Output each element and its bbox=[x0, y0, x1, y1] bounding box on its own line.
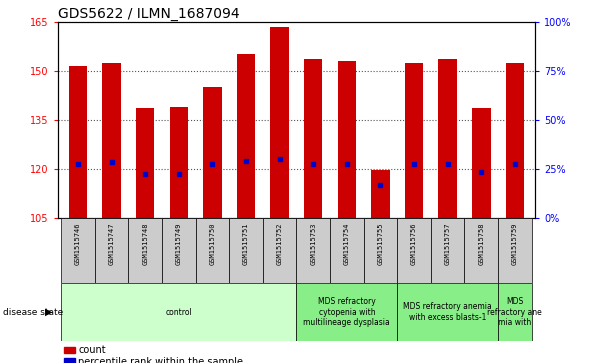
Bar bbox=[69, 66, 87, 218]
Bar bbox=[465, 218, 498, 283]
Bar bbox=[296, 283, 397, 341]
Bar bbox=[170, 107, 188, 218]
Bar bbox=[237, 54, 255, 218]
Bar bbox=[438, 59, 457, 218]
Text: control: control bbox=[165, 308, 192, 317]
Text: GSM1515746: GSM1515746 bbox=[75, 223, 81, 265]
Text: MDS
refractory ane
mia with: MDS refractory ane mia with bbox=[488, 297, 542, 327]
Bar bbox=[271, 27, 289, 218]
Text: GSM1515756: GSM1515756 bbox=[411, 223, 417, 265]
Text: percentile rank within the sample: percentile rank within the sample bbox=[78, 356, 243, 363]
Bar bbox=[364, 218, 397, 283]
Text: GSM1515759: GSM1515759 bbox=[512, 223, 518, 265]
Bar bbox=[397, 283, 498, 341]
Text: GSM1515757: GSM1515757 bbox=[444, 223, 451, 265]
Bar bbox=[229, 218, 263, 283]
Text: GSM1515749: GSM1515749 bbox=[176, 223, 182, 265]
Text: GSM1515753: GSM1515753 bbox=[310, 223, 316, 265]
Bar bbox=[61, 218, 95, 283]
Bar bbox=[136, 108, 154, 218]
Text: GSM1515758: GSM1515758 bbox=[478, 223, 484, 265]
Text: GSM1515754: GSM1515754 bbox=[344, 223, 350, 265]
Bar bbox=[304, 59, 322, 218]
Text: ▶: ▶ bbox=[45, 307, 52, 317]
Bar bbox=[371, 170, 390, 218]
Text: GSM1515750: GSM1515750 bbox=[209, 223, 215, 265]
Bar bbox=[162, 218, 196, 283]
Bar bbox=[405, 63, 423, 218]
Text: GSM1515752: GSM1515752 bbox=[277, 223, 283, 265]
Text: MDS refractory anemia
with excess blasts-1: MDS refractory anemia with excess blasts… bbox=[403, 302, 492, 322]
Bar bbox=[95, 218, 128, 283]
Bar bbox=[330, 218, 364, 283]
Text: count: count bbox=[78, 345, 106, 355]
Text: GDS5622 / ILMN_1687094: GDS5622 / ILMN_1687094 bbox=[58, 7, 240, 21]
Bar bbox=[196, 218, 229, 283]
Text: GSM1515751: GSM1515751 bbox=[243, 223, 249, 265]
Bar bbox=[203, 87, 221, 218]
Text: GSM1515748: GSM1515748 bbox=[142, 223, 148, 265]
Bar bbox=[498, 218, 531, 283]
Bar bbox=[397, 218, 431, 283]
Text: GSM1515755: GSM1515755 bbox=[378, 223, 384, 265]
Bar bbox=[337, 61, 356, 218]
Text: disease state: disease state bbox=[3, 308, 63, 317]
Bar bbox=[431, 218, 465, 283]
Bar bbox=[128, 218, 162, 283]
Bar bbox=[296, 218, 330, 283]
Bar bbox=[472, 108, 491, 218]
Bar bbox=[506, 63, 524, 218]
Bar bbox=[61, 283, 297, 341]
Bar bbox=[498, 283, 531, 341]
Text: MDS refractory
cytopenia with
multilineage dysplasia: MDS refractory cytopenia with multilinea… bbox=[303, 297, 390, 327]
Bar bbox=[263, 218, 297, 283]
Text: GSM1515747: GSM1515747 bbox=[109, 223, 114, 265]
Bar bbox=[102, 63, 121, 218]
